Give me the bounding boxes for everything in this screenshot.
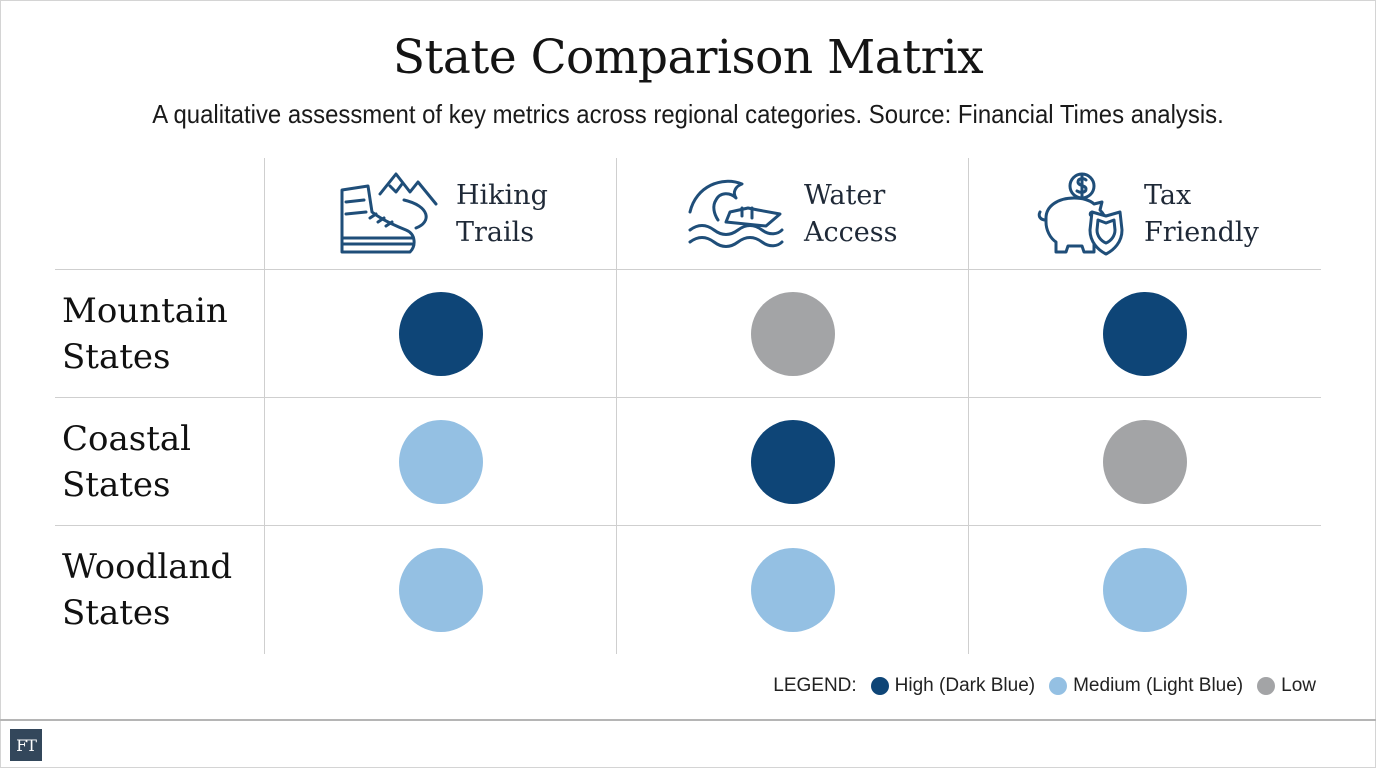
legend-label-low: Low (1281, 675, 1316, 696)
column-label-line: Tax (1144, 180, 1192, 211)
column-label-line: Access (804, 217, 898, 248)
grid-vline-2 (616, 158, 617, 654)
legend-item-medium: Medium (Light Blue) (1049, 675, 1243, 697)
piggy-bank-shield-icon (1037, 172, 1124, 256)
legend-item-high: High (Dark Blue) (870, 675, 1036, 697)
chart-title: State Comparison Matrix (392, 30, 984, 85)
legend-swatch-medium (1049, 677, 1068, 695)
row-label-woodland-states: Woodland States (62, 544, 232, 636)
grid-vline-3 (968, 158, 969, 654)
row-label-mountain-states: Mountain States (62, 288, 228, 380)
column-label: Water Access (804, 177, 897, 251)
row-label-line: Coastal (62, 419, 192, 459)
column-label-line: Water (804, 180, 886, 211)
legend-swatch-high (870, 677, 889, 695)
row-label-line: States (62, 465, 171, 505)
legend: LEGEND: High (Dark Blue) Medium (Light B… (773, 675, 1316, 697)
row-label-line: Woodland (62, 547, 233, 587)
column-header-tax-friendly: Tax Friendly (1034, 160, 1259, 268)
column-label-line: Trails (456, 217, 535, 248)
column-label: Tax Friendly (1144, 177, 1259, 251)
ft-logo: FT (10, 729, 42, 761)
legend-item-low: Low (1257, 675, 1316, 697)
legend-prefix: LEGEND: (773, 675, 857, 696)
column-header-water-access: Water Access (686, 160, 897, 268)
legend-label-medium: Medium (Light Blue) (1073, 675, 1244, 696)
footer-divider (0, 719, 1376, 721)
column-label: Hiking Trails (456, 177, 548, 251)
row-label-line: Mountain (62, 291, 228, 331)
grid-hline-3 (55, 525, 1321, 526)
column-header-hiking-trails: Hiking Trails (334, 160, 548, 268)
grid-hline-1 (55, 269, 1321, 270)
row-label-line: States (62, 337, 171, 377)
row-label-coastal-states: Coastal States (62, 416, 191, 508)
column-label-line: Hiking (456, 180, 548, 211)
grid-hline-2 (55, 397, 1321, 398)
chart-subtitle: A qualitative assessment of key metrics … (152, 99, 1224, 129)
hiking-boot-mountain-icon (340, 172, 438, 254)
row-label-line: States (62, 593, 171, 633)
grid-vline-1 (264, 158, 265, 654)
column-label-line: Friendly (1144, 217, 1259, 248)
legend-swatch-low (1257, 677, 1276, 695)
wave-boat-icon (688, 179, 784, 248)
legend-label-high: High (Dark Blue) (894, 675, 1036, 696)
